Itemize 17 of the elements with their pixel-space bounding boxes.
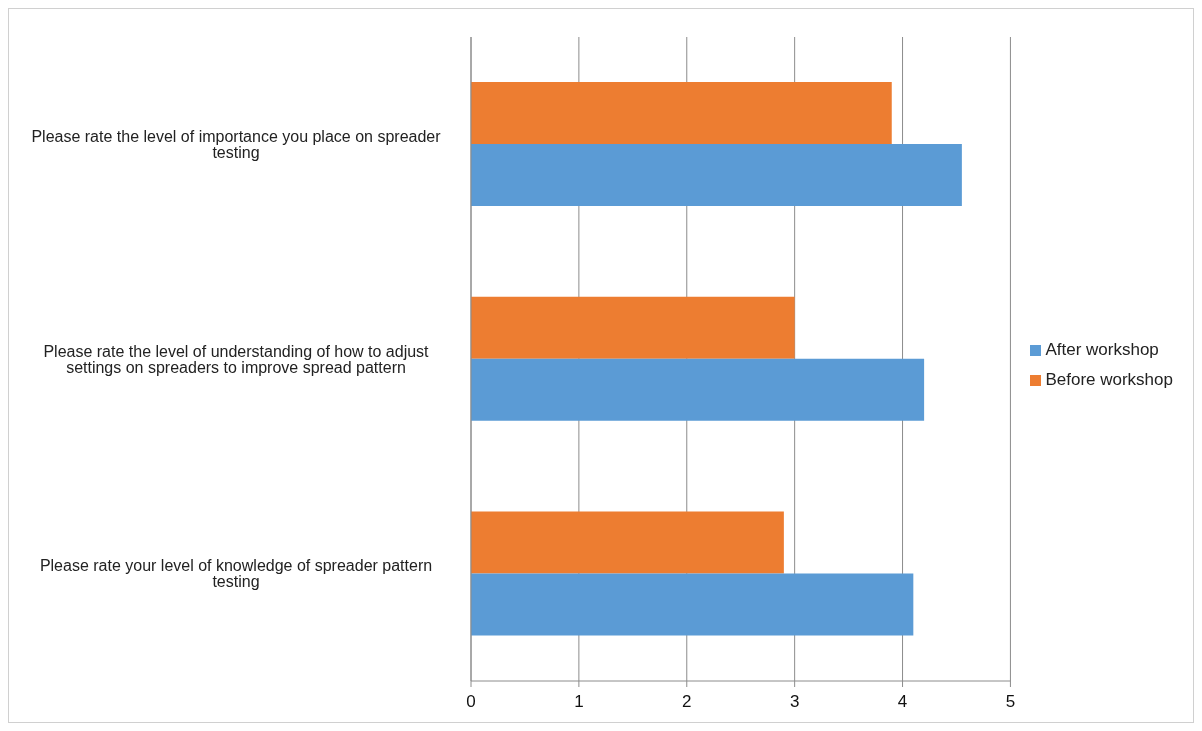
bar	[471, 296, 795, 359]
legend-label: After workshop	[1045, 340, 1159, 359]
legend-label: Before workshop	[1045, 370, 1173, 389]
y-tick-label: Please rate the level of importance you place on spreader testing	[31, 128, 442, 162]
bar	[471, 511, 784, 574]
bar	[471, 573, 914, 636]
x-tick-label: 4	[897, 692, 908, 712]
bar	[471, 82, 892, 145]
bar	[471, 144, 962, 207]
x-tick-label: 0	[466, 692, 476, 712]
x-tick-label: 2	[682, 692, 692, 712]
y-tick-label: Please rate the level of understanding of how to adjust settings on spreaders to improve spread pattern	[43, 342, 430, 376]
x-tick-label: 3	[789, 692, 800, 712]
x-tick-label: 5	[1005, 692, 1016, 712]
y-tick-label: Please rate your level of knowledge of spreader pattern testing	[39, 557, 433, 591]
bar	[471, 358, 925, 421]
x-tick-label: 1	[574, 692, 584, 712]
